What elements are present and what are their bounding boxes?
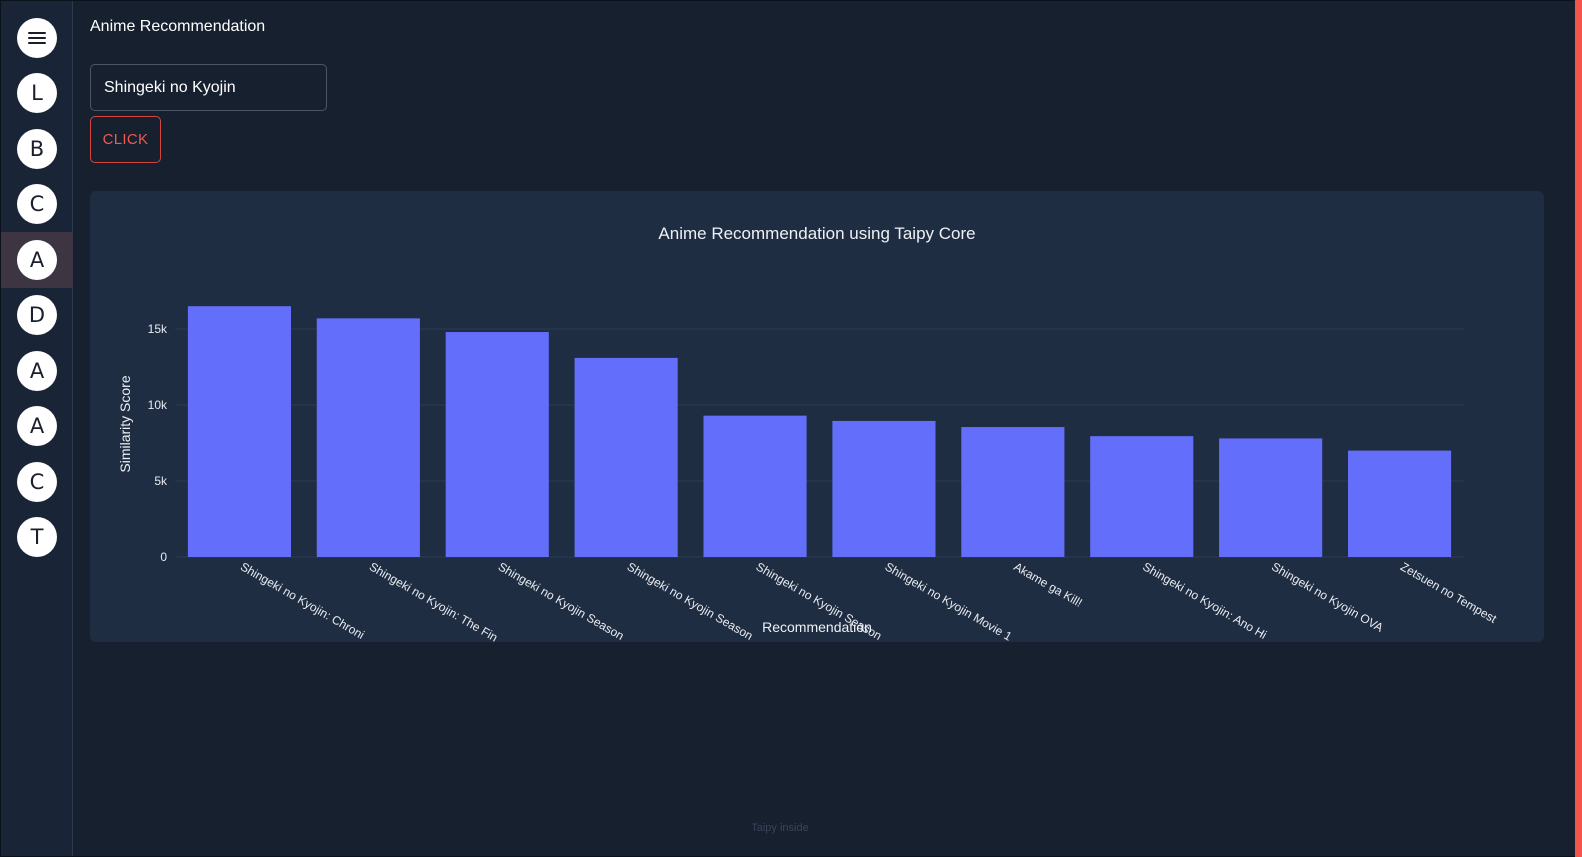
hamburger-menu-icon	[17, 18, 57, 58]
sidebar-item-5[interactable]: D	[1, 287, 73, 343]
sidebar-item-2[interactable]: B	[1, 121, 73, 177]
y-tick-label: 15k	[148, 322, 168, 336]
sidebar-item-1[interactable]: L	[1, 65, 73, 121]
x-tick-label: Shingeki no Kyojin Season	[625, 559, 756, 642]
x-tick-label: Shingeki no Kyojin Movie 1	[882, 559, 1014, 642]
chart-bar	[1219, 438, 1323, 557]
chart-bar	[961, 427, 1065, 557]
y-axis-label: Similarity Score	[117, 375, 133, 472]
chart-bar	[1090, 436, 1194, 557]
x-tick-label: Akame ga Kill!	[1011, 559, 1084, 609]
chart-bar	[316, 318, 420, 557]
sidebar-item-avatar: L	[17, 73, 57, 113]
chart-bar	[445, 332, 549, 557]
window-edge-accent	[1575, 0, 1582, 857]
sidebar-item-avatar: A	[17, 239, 57, 280]
chart-bar	[574, 357, 678, 557]
footer-text: Taipy inside	[751, 822, 809, 834]
sidebar-item-avatar: C	[17, 184, 57, 224]
sidebar-item-9[interactable]: T	[1, 509, 73, 565]
menu-button[interactable]	[1, 10, 73, 66]
sidebar-item-avatar: B	[17, 128, 57, 169]
x-tick-label: Shingeki no Kyojin Season	[496, 559, 627, 642]
sidebar-item-avatar: T	[17, 517, 57, 557]
chart-bar	[187, 306, 292, 557]
y-tick-label: 0	[160, 550, 167, 564]
click-button[interactable]: CLICK	[90, 116, 161, 163]
sidebar-item-avatar: A	[17, 350, 57, 391]
x-tick-label: Shingeki no Kyojin: Chroni	[238, 559, 367, 641]
x-axis-label: Recommendation	[762, 619, 872, 635]
sidebar-item-avatar: A	[17, 406, 57, 446]
sidebar-item-6[interactable]: A	[1, 343, 73, 399]
x-tick-label: Shingeki no Kyojin: Ano Hi	[1140, 559, 1269, 642]
sidebar-item-avatar: D	[17, 295, 57, 335]
anime-search-input[interactable]	[90, 64, 327, 111]
y-tick-label: 5k	[154, 474, 168, 488]
chart-bar	[1347, 450, 1452, 557]
sidebar-item-8[interactable]: C	[1, 454, 73, 510]
chart-title: Anime Recommendation using Taipy Core	[658, 224, 975, 243]
sidebar-item-avatar: C	[17, 461, 57, 502]
chart-bar	[703, 415, 807, 557]
sidebar-item-7[interactable]: A	[1, 398, 73, 454]
page-title: Anime Recommendation	[90, 18, 266, 35]
x-tick-label: Shingeki no Kyojin OVA	[1269, 559, 1386, 634]
y-tick-label: 10k	[148, 398, 168, 412]
sidebar-item-3[interactable]: C	[1, 176, 73, 232]
chart-card: 0 5k 10k 15k Shingeki no Kyojin: Chroni Shing…	[90, 191, 1544, 642]
x-tick-label: Shingeki no Kyojin: The Fin	[367, 559, 500, 642]
sidebar-item-4[interactable]: A	[1, 231, 73, 288]
x-tick-label: Zetsuen no Tempest	[1398, 559, 1500, 626]
chart-bar	[832, 420, 936, 557]
